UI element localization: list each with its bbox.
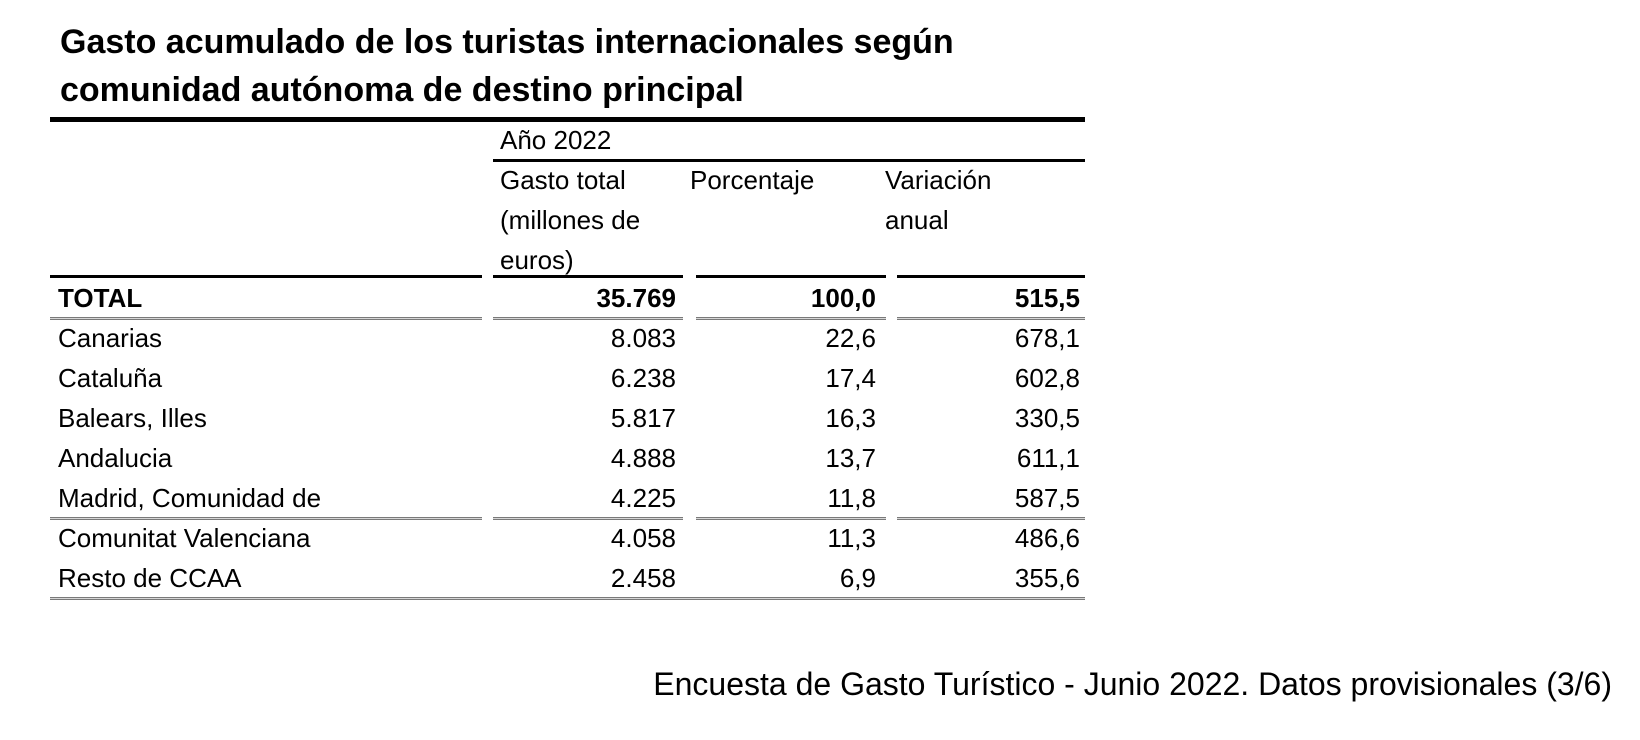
porcentaje-value: 22,6 xyxy=(825,323,876,353)
variacion-value: 486,6 xyxy=(1014,523,1080,553)
column-header-line: anual xyxy=(885,205,949,235)
porcentaje-value: 17,4 xyxy=(825,363,876,393)
year-group-header: Año 2022 xyxy=(500,125,612,155)
table-row: Comunitat Valenciana 4.058 11,3 486,6 xyxy=(0,518,1100,558)
region-name: Canarias xyxy=(58,323,163,353)
region-name: Resto de CCAA xyxy=(58,563,242,593)
gasto-value: 4.225 xyxy=(610,483,676,513)
table-bottom-rule xyxy=(50,597,1085,600)
gasto-value: 4.888 xyxy=(610,443,676,473)
title-line-2: comunidad autónoma de destino principal xyxy=(60,71,744,109)
gasto-value: 2.458 xyxy=(610,563,676,593)
variacion-value: 355,6 xyxy=(1014,563,1080,593)
variacion-value: 587,5 xyxy=(1014,483,1080,513)
column-header-line: (millones de xyxy=(500,205,641,235)
region-name: TOTAL xyxy=(58,283,143,313)
region-name: Comunitat Valenciana xyxy=(58,523,311,553)
table-row: Resto de CCAA 2.458 6,9 355,6 xyxy=(0,558,1100,598)
porcentaje-value: 100,0 xyxy=(810,283,876,313)
total-rule-variacion xyxy=(897,317,1085,320)
group-rule-name xyxy=(50,517,482,520)
gasto-value: 5.817 xyxy=(610,403,676,433)
table-row: Cataluña 6.238 17,4 602,8 xyxy=(0,358,1100,398)
gasto-value: 8.083 xyxy=(610,323,676,353)
gasto-value: 6.238 xyxy=(610,363,676,393)
header-rule-name xyxy=(50,275,482,278)
year-group-rule xyxy=(493,159,1085,162)
column-header-gasto: Gasto total (millones de euros) xyxy=(500,160,640,280)
variacion-value: 515,5 xyxy=(1014,283,1080,313)
title-line-1: Gasto acumulado de los turistas internac… xyxy=(60,23,954,61)
gasto-value: 35.769 xyxy=(596,283,676,313)
total-rule-porcentaje xyxy=(696,317,886,320)
table-row: Andalucia 4.888 13,7 611,1 xyxy=(0,438,1100,478)
title-rule xyxy=(50,117,1085,122)
column-header-line: Gasto total xyxy=(500,165,626,195)
header-rule-gasto xyxy=(493,275,683,278)
porcentaje-value: 16,3 xyxy=(825,403,876,433)
table-row-total: TOTAL 35.769 100,0 515,5 xyxy=(0,278,1100,318)
total-rule-gasto xyxy=(493,317,683,320)
group-rule-porcentaje xyxy=(696,517,886,520)
page-title: Gasto acumulado de los turistas internac… xyxy=(60,18,1100,114)
column-header-variacion: Variación anual xyxy=(885,160,991,240)
region-name: Cataluña xyxy=(58,363,163,393)
header-rule-variacion xyxy=(897,275,1085,278)
column-header-line: Variación xyxy=(885,165,992,195)
region-name: Madrid, Comunidad de xyxy=(58,483,322,513)
footer-caption: Encuesta de Gasto Turístico - Junio 2022… xyxy=(653,666,1612,702)
variacion-value: 611,1 xyxy=(1016,443,1080,473)
variacion-value: 330,5 xyxy=(1014,403,1080,433)
table-row: Balears, Illes 5.817 16,3 330,5 xyxy=(0,398,1100,438)
total-rule-name xyxy=(50,317,482,320)
group-rule-gasto xyxy=(493,517,683,520)
header-rule-porcentaje xyxy=(696,275,886,278)
variacion-value: 678,1 xyxy=(1014,323,1080,353)
table-row: Madrid, Comunidad de 4.225 11,8 587,5 xyxy=(0,478,1100,518)
gasto-value: 4.058 xyxy=(610,523,676,553)
variacion-value: 602,8 xyxy=(1014,363,1080,393)
column-header-porcentaje: Porcentaje xyxy=(690,160,814,200)
region-name: Andalucia xyxy=(58,443,173,473)
porcentaje-value: 11,3 xyxy=(827,523,876,553)
porcentaje-value: 11,8 xyxy=(827,483,876,513)
region-name: Balears, Illes xyxy=(58,403,207,433)
column-header-line: Porcentaje xyxy=(690,165,815,195)
porcentaje-value: 6,9 xyxy=(839,563,876,593)
table-row: Canarias 8.083 22,6 678,1 xyxy=(0,318,1100,358)
porcentaje-value: 13,7 xyxy=(825,443,876,473)
group-rule-variacion xyxy=(897,517,1085,520)
column-header-line: euros) xyxy=(500,245,574,275)
